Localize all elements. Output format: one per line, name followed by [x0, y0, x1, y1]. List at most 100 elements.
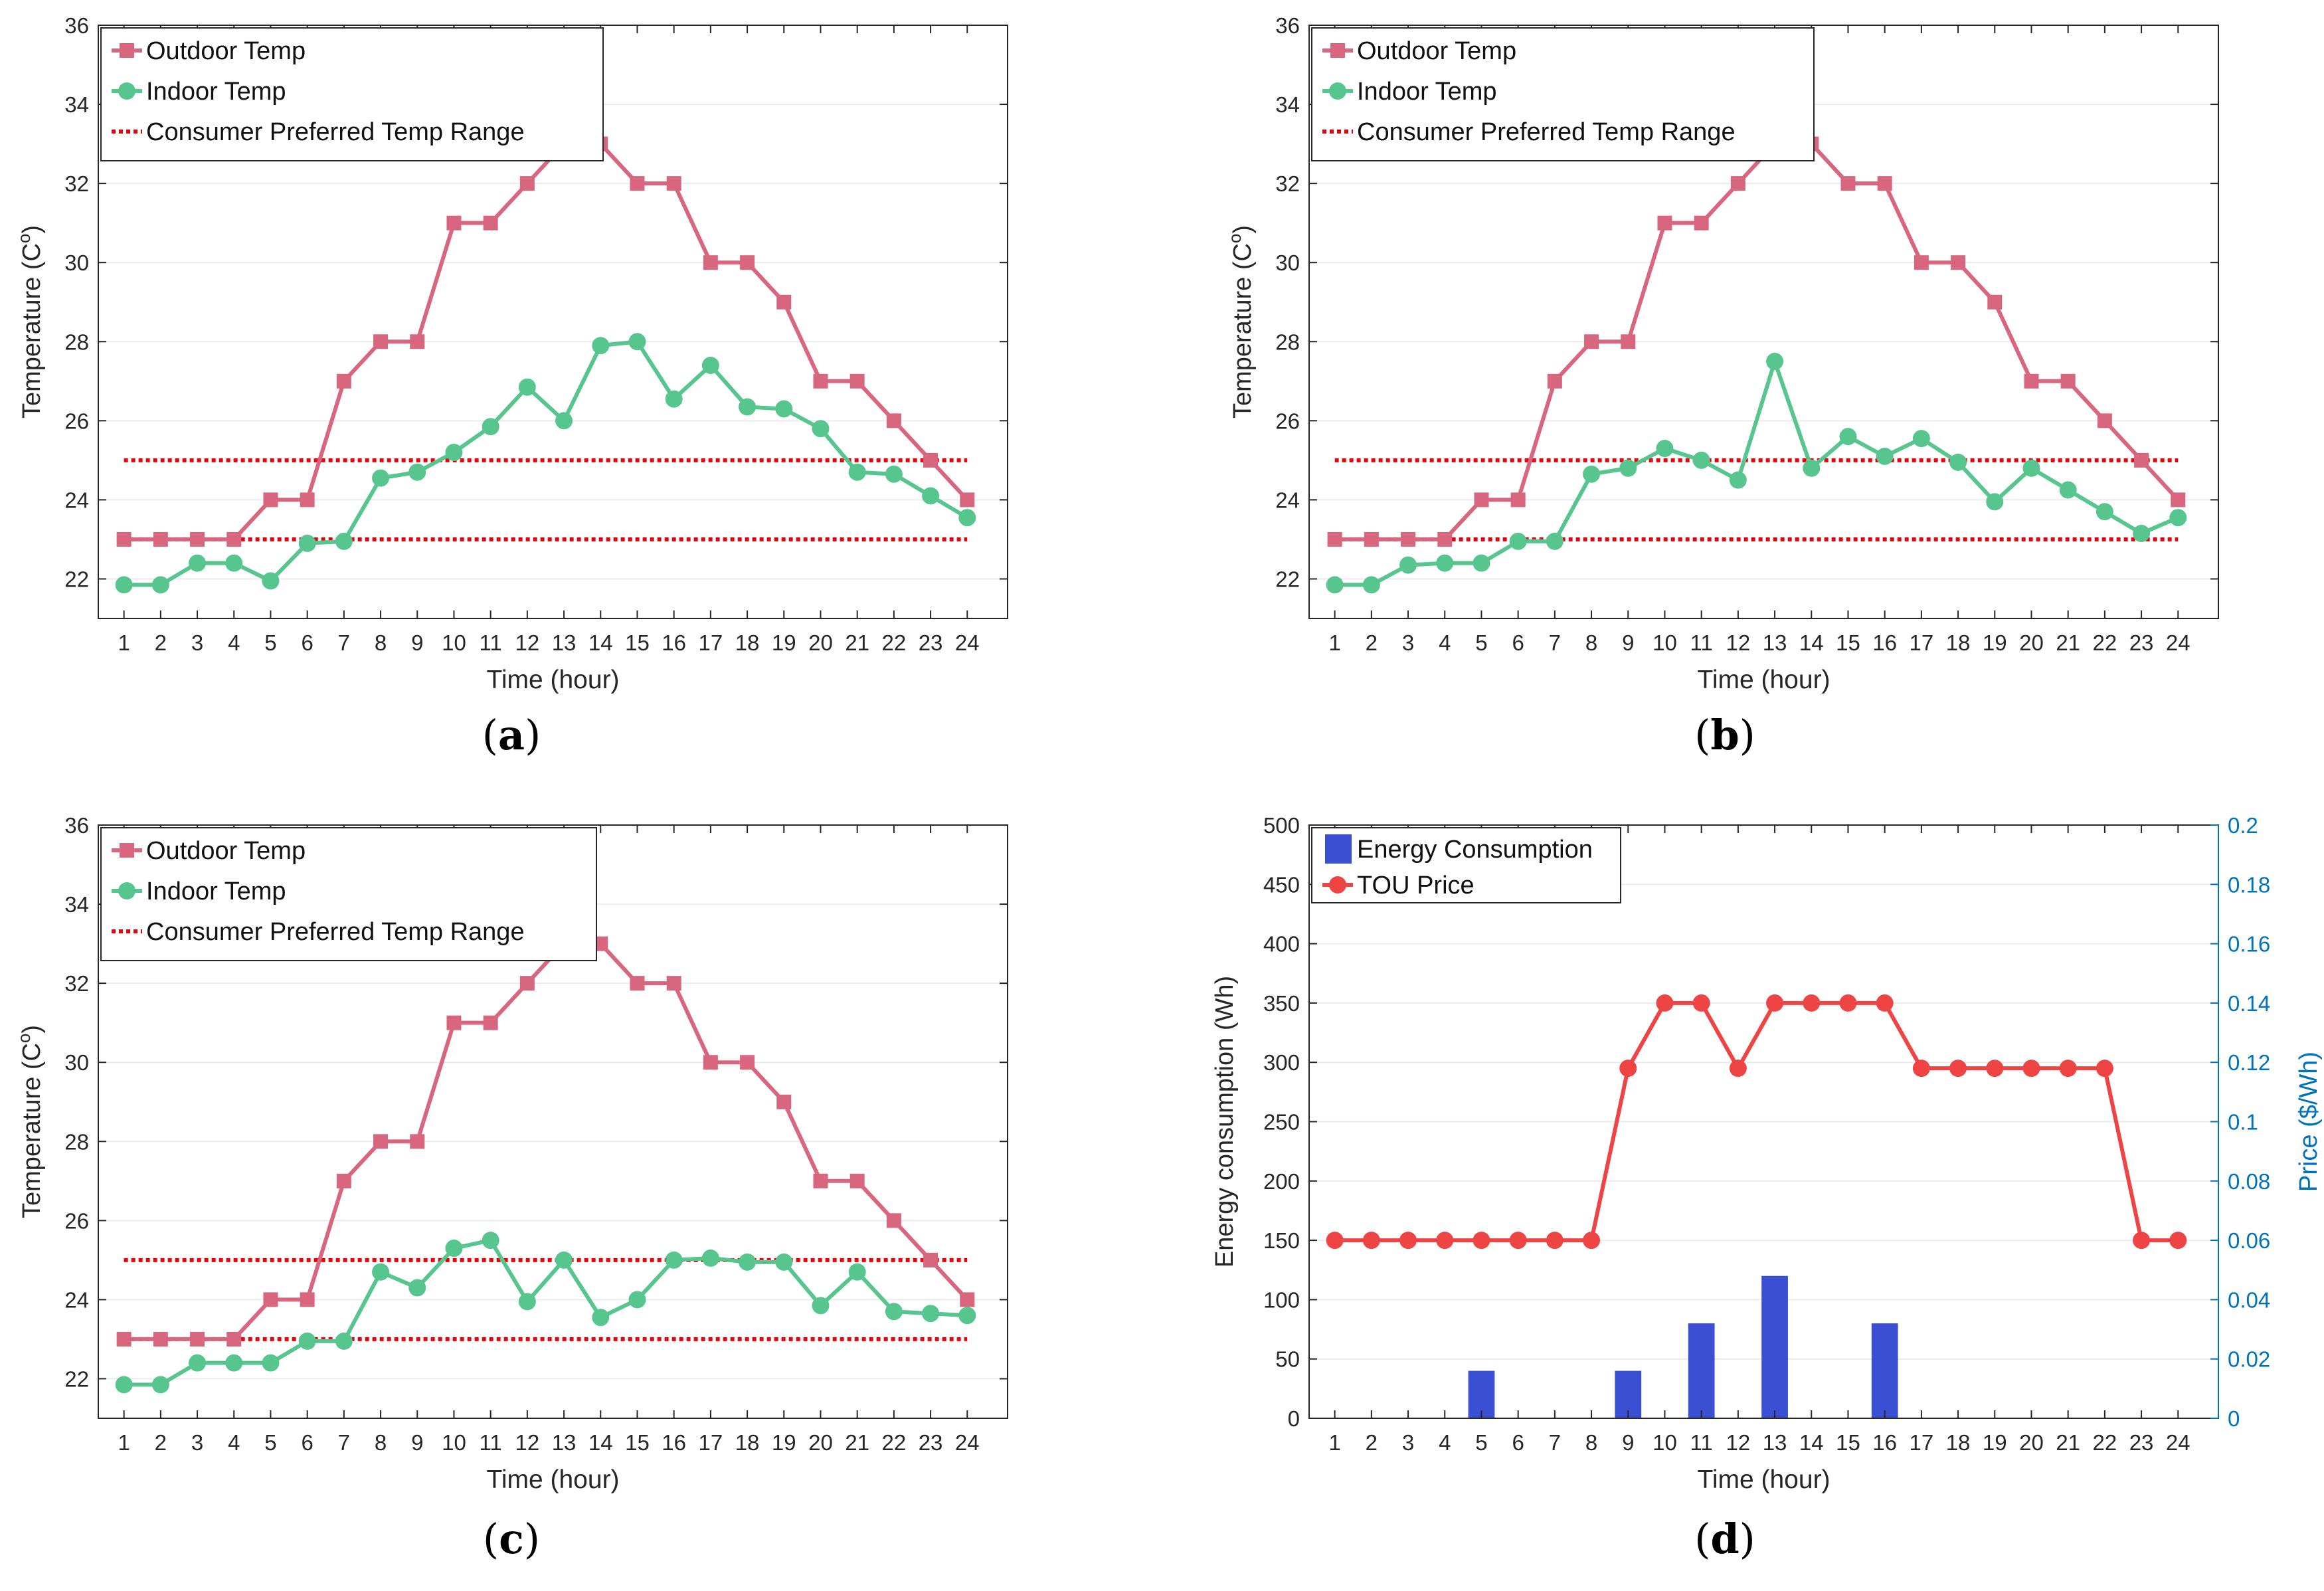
- data-point-1-23: [2133, 1232, 2151, 1250]
- data-point-0-4: [1437, 531, 1453, 547]
- data-point-1-13: [555, 412, 573, 430]
- y2-tick-label: 0: [2228, 1406, 2240, 1431]
- y-tick-label: 0: [1288, 1406, 1300, 1431]
- y-axis-label: Temperature (Co): [1225, 225, 1257, 419]
- data-point-1-21: [2059, 1060, 2077, 1077]
- data-point-0-5: [263, 492, 278, 508]
- x-tick-label: 10: [442, 630, 466, 655]
- data-point-1-19: [775, 1253, 793, 1271]
- panel-caption: (a): [482, 711, 541, 759]
- x-tick-label: 11: [480, 630, 502, 655]
- data-point-0-9: [1621, 334, 1636, 349]
- data-point-1-24: [2169, 1232, 2187, 1250]
- x-tick-label: 2: [1366, 1430, 1378, 1455]
- x-tick-label: 17: [1910, 630, 1934, 655]
- data-point-0-2: [153, 531, 168, 547]
- y-tick-label: 32: [1275, 171, 1300, 196]
- x-tick-label: 16: [1872, 1430, 1897, 1455]
- data-point-1-6: [298, 1332, 316, 1350]
- data-point-0-18: [740, 255, 755, 270]
- y-tick-label: 30: [64, 250, 89, 275]
- data-point-1-16: [1876, 994, 1894, 1012]
- caption-letter: d: [1710, 1515, 1739, 1563]
- legend-label: Outdoor Temp: [146, 37, 306, 65]
- data-point-1-20: [812, 420, 830, 438]
- data-point-0-12: [1730, 176, 1745, 191]
- data-point-1-7: [1546, 532, 1564, 550]
- data-point-0-23: [2134, 452, 2149, 468]
- data-point-1-1: [115, 1376, 133, 1394]
- y-axis-label-superscript: o: [14, 234, 34, 243]
- y2-tick-label: 0.08: [2228, 1169, 2270, 1194]
- y2-tick-label: 0.1: [2228, 1110, 2258, 1135]
- axes-frame: [1308, 25, 2219, 619]
- legend: Outdoor Temp Indoor Temp Consumer Preferre…: [100, 827, 597, 961]
- data-point-1-14: [1803, 459, 1821, 477]
- y-tick-label: 250: [1263, 1110, 1300, 1135]
- y-tick-label: 34: [64, 92, 89, 117]
- y2-tick-label: 0.16: [2228, 932, 2270, 957]
- y-tick-label: 300: [1263, 1050, 1300, 1075]
- legend-label: TOU Price: [1357, 872, 1475, 899]
- bar-energy-11: [1688, 1323, 1715, 1418]
- data-point-0-6: [300, 492, 315, 508]
- chart-panel-c: 1 2 3 4 5 6 7 8 9 10 11 12 13 14 15 16 17 18 19 20 21 22 23 242…: [14, 813, 1008, 1494]
- x-tick-label: 1: [1328, 1430, 1340, 1455]
- data-point-1-20: [2022, 459, 2040, 477]
- x-tick-label: 7: [338, 630, 350, 655]
- caption-close-paren: ): [1740, 1515, 1755, 1563]
- data-point-0-11: [483, 215, 498, 231]
- data-point-0-15: [630, 176, 645, 191]
- data-point-1-2: [151, 576, 169, 594]
- data-point-1-18: [1949, 1060, 1967, 1077]
- data-point-1-11: [1692, 994, 1710, 1012]
- data-point-1-12: [1729, 1060, 1747, 1077]
- x-tick-label: 8: [1585, 630, 1597, 655]
- y-axis-label-close: ): [18, 1025, 46, 1034]
- data-point-1-22: [2096, 503, 2113, 521]
- x-tick-label: 11: [480, 1430, 502, 1455]
- data-point-0-18: [740, 1055, 755, 1070]
- x-tick-label: 23: [919, 630, 943, 655]
- data-point-0-17: [703, 1055, 718, 1070]
- x-tick-label: 19: [772, 630, 796, 655]
- x-tick-label: 5: [1475, 1430, 1487, 1455]
- data-point-0-24: [960, 492, 975, 508]
- data-point-0-12: [519, 176, 535, 191]
- data-point-1-2: [1362, 576, 1380, 594]
- data-point-0-15: [630, 976, 645, 991]
- data-point-1-1: [1326, 576, 1344, 594]
- bar-energy-13: [1761, 1275, 1788, 1418]
- caption-open-paren: (: [483, 1515, 499, 1563]
- data-point-0-10: [446, 1015, 462, 1030]
- data-point-1-22: [2096, 1060, 2113, 1077]
- data-point-1-11: [482, 1232, 499, 1250]
- data-point-0-11: [1694, 215, 1709, 231]
- y-axis-label-main: Temperature (C: [1229, 243, 1257, 419]
- data-point-0-23: [923, 1252, 939, 1267]
- data-point-0-22: [886, 1213, 901, 1228]
- x-tick-label: 10: [1653, 1430, 1677, 1455]
- y-tick-label: 28: [64, 329, 89, 354]
- data-point-1-13: [1766, 353, 1784, 371]
- y-tick-label: 26: [64, 1208, 89, 1233]
- data-point-1-8: [372, 1263, 390, 1281]
- y-tick-label: 50: [1275, 1347, 1300, 1372]
- data-point-1-1: [1326, 1232, 1344, 1250]
- x-tick-label: 20: [808, 1430, 833, 1455]
- data-point-0-4: [226, 531, 242, 547]
- legend-box: [1311, 827, 1621, 903]
- legend-swatch-marker: [1329, 82, 1346, 100]
- data-point-0-22: [886, 413, 901, 428]
- data-point-1-9: [408, 1279, 426, 1297]
- data-point-1-20: [2022, 1060, 2040, 1077]
- data-point-0-8: [373, 334, 389, 349]
- data-point-0-19: [1987, 294, 2003, 310]
- data-point-1-18: [1949, 453, 1967, 471]
- x-tick-label: 4: [1439, 1430, 1451, 1455]
- x-tick-label: 23: [2129, 630, 2154, 655]
- axes-frame: [98, 25, 1008, 619]
- x-tick-label: 20: [2019, 1430, 2044, 1455]
- data-point-1-17: [1912, 430, 1930, 448]
- data-point-1-7: [335, 1332, 353, 1350]
